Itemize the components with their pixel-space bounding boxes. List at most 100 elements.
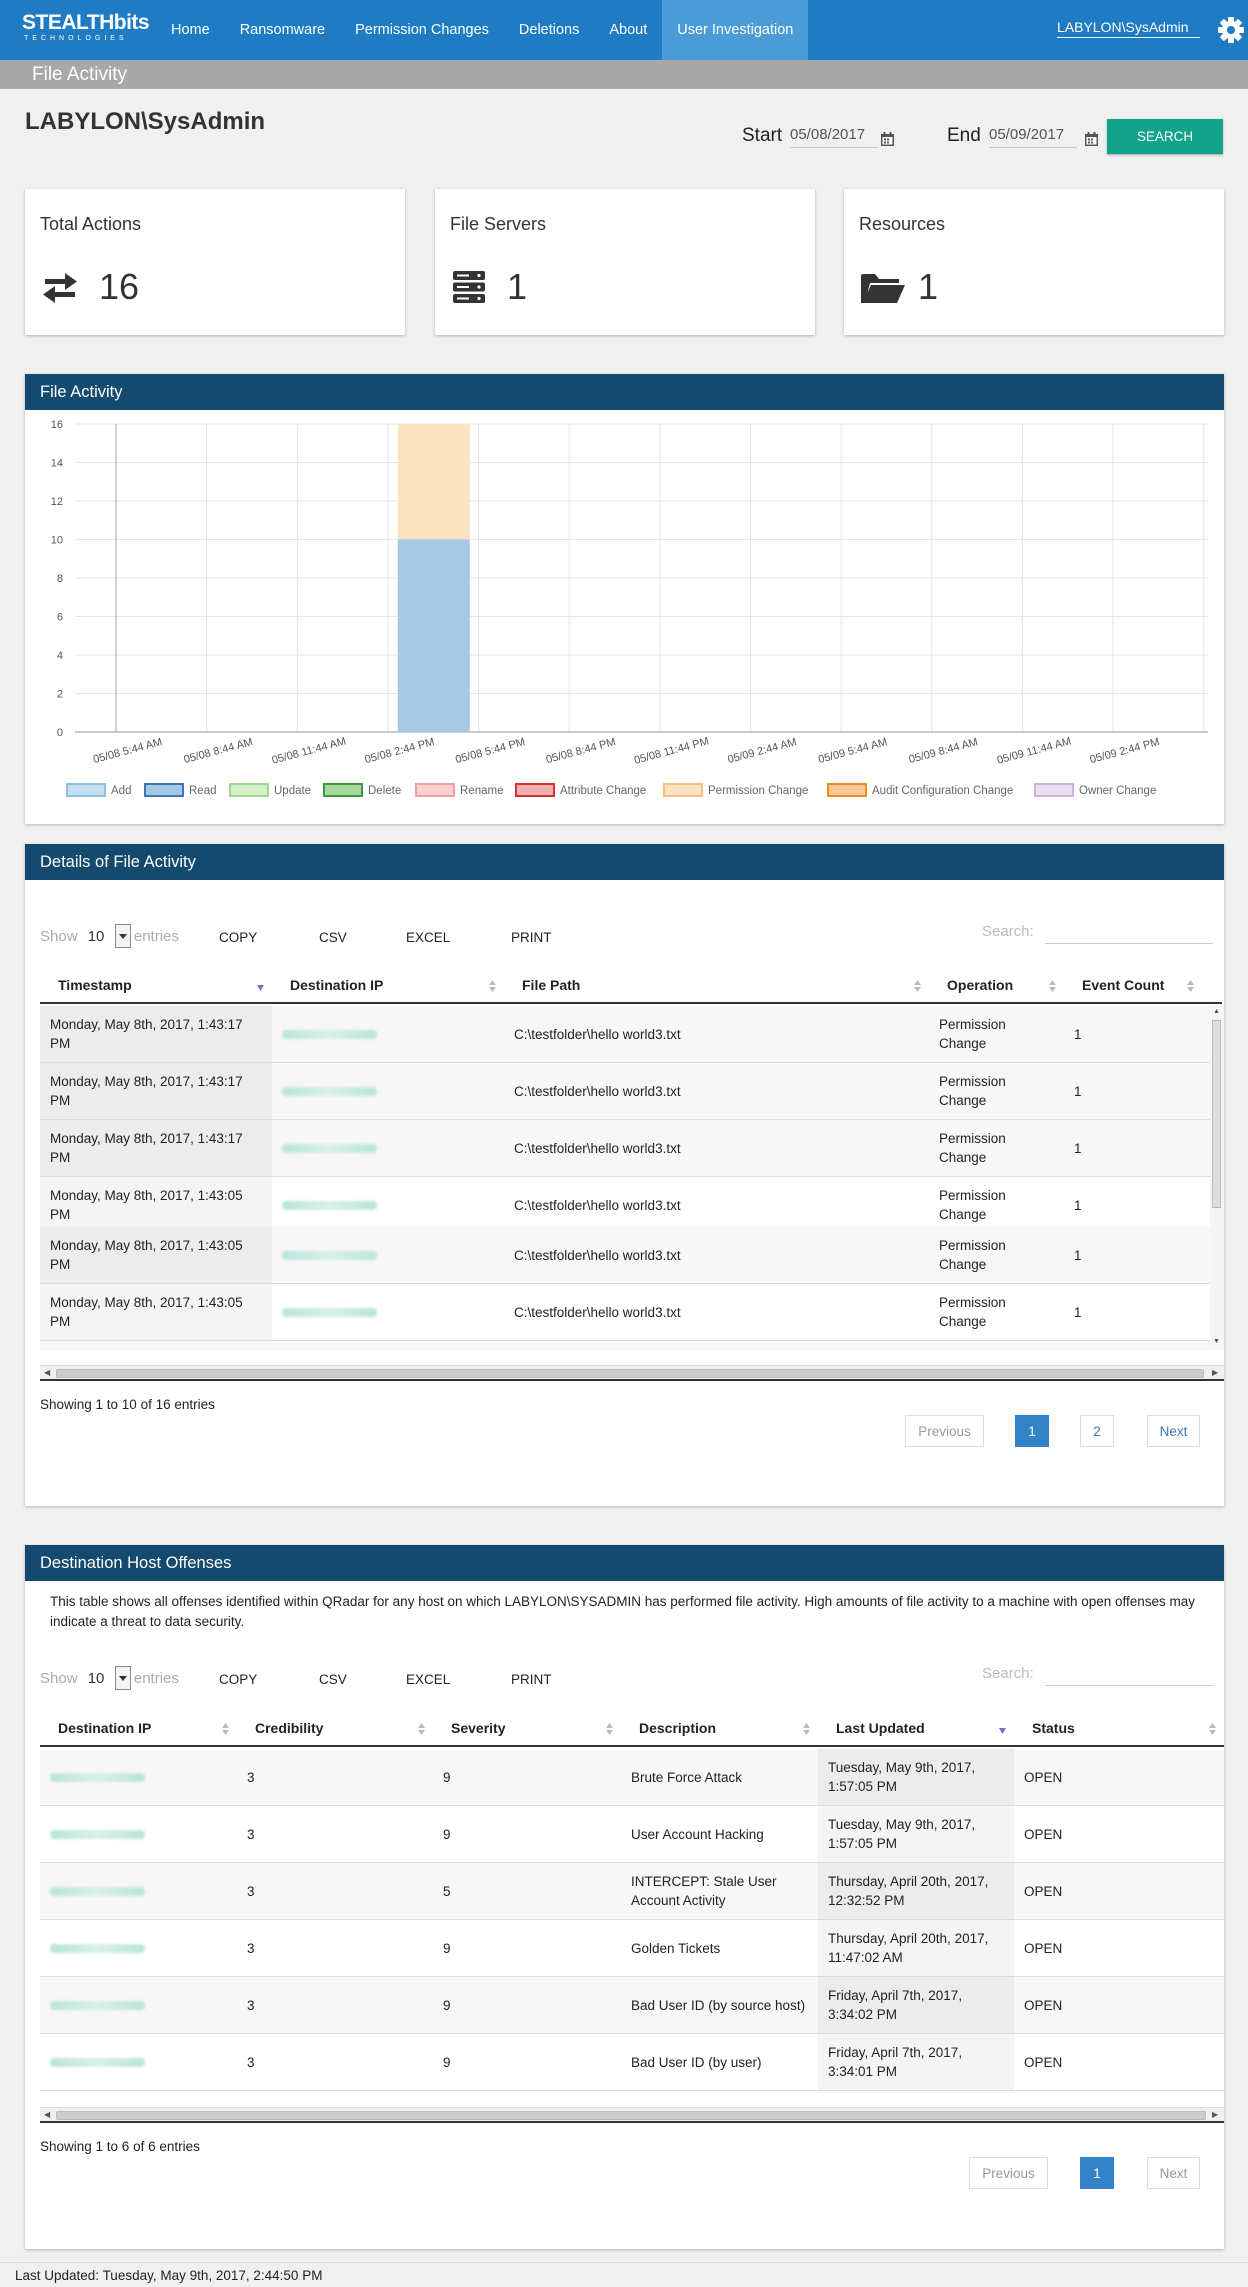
print-button[interactable]: PRINT <box>511 930 552 945</box>
col-operation[interactable]: Operation <box>929 968 1064 1002</box>
table-row[interactable]: 3 9 Bad User ID (by source host) Friday,… <box>40 1977 1224 2034</box>
sort-icon[interactable] <box>1049 980 1056 992</box>
current-user-link[interactable]: LABYLON\SysAdmin <box>1057 19 1200 38</box>
sort-icon[interactable] <box>803 1723 810 1735</box>
search-button[interactable]: SEARCH <box>1107 119 1223 154</box>
table-search-input[interactable] <box>1045 1664 1213 1686</box>
scroll-down-arrow[interactable]: ▼ <box>1213 1338 1220 1345</box>
table-search-input[interactable] <box>1045 922 1213 944</box>
nav-permission-changes[interactable]: Permission Changes <box>355 22 489 38</box>
csv-button[interactable]: CSV <box>319 930 347 945</box>
y-tick-label: 0 <box>57 727 63 739</box>
table-row[interactable]: Monday, May 8th, 2017, 1:43:17 PM C:\tes… <box>40 1006 1224 1063</box>
sort-desc-icon[interactable] <box>257 980 264 992</box>
scroll-left-arrow[interactable]: ◀ <box>44 1368 51 1377</box>
sort-desc-icon[interactable] <box>999 1723 1006 1735</box>
previous-page-button[interactable]: Previous <box>969 2157 1048 2189</box>
resources-label: Resources <box>859 214 946 234</box>
table-row[interactable]: 3 9 User Account Hacking Tuesday, May 9t… <box>40 1806 1224 1863</box>
nav-user-investigation[interactable]: User Investigation <box>662 0 809 60</box>
page-1-button[interactable]: 1 <box>1080 2157 1114 2189</box>
scroll-left-arrow[interactable]: ◀ <box>44 2110 51 2119</box>
status-cell: OPEN <box>1024 1997 1063 2013</box>
vertical-scrollbar[interactable]: ▲ ▼ <box>1210 1006 1224 1350</box>
calendar-icon[interactable] <box>881 132 894 146</box>
table-row[interactable]: 3 5 INTERCEPT: Stale User Account Activi… <box>40 1863 1224 1920</box>
next-page-button[interactable]: Next <box>1147 1415 1200 1447</box>
page-length-select[interactable]: 10 <box>82 1666 131 1690</box>
print-button[interactable]: PRINT <box>511 1672 552 1687</box>
page-1-button[interactable]: 1 <box>1015 1415 1049 1447</box>
details-panel-title: Details of File Activity <box>25 844 1224 880</box>
col-file-path[interactable]: File Path <box>504 968 929 1002</box>
scroll-right-arrow[interactable]: ▶ <box>1212 2110 1219 2119</box>
end-date-input[interactable]: 05/09/2017 <box>989 126 1077 148</box>
gear-icon[interactable] <box>1215 14 1247 46</box>
previous-page-button[interactable]: Previous <box>905 1415 984 1447</box>
dropdown-arrow-icon[interactable] <box>114 1666 131 1690</box>
sort-icon[interactable] <box>1209 1723 1216 1735</box>
nav-deletions[interactable]: Deletions <box>518 22 580 38</box>
csv-button[interactable]: CSV <box>319 1672 347 1687</box>
file-servers-value: 1 <box>507 266 528 307</box>
table-row[interactable]: 3 9 Brute Force Attack Tuesday, May 9th,… <box>40 1749 1224 1806</box>
col-status[interactable]: Status <box>1014 1711 1224 1745</box>
severity-cell: 9 <box>443 1940 451 1956</box>
horizontal-scrollbar[interactable]: ◀ ▶ <box>40 1365 1224 1379</box>
sort-icon[interactable] <box>418 1723 425 1735</box>
next-page-button[interactable]: Next <box>1147 2157 1200 2189</box>
legend-label: Read <box>189 785 217 797</box>
file-servers-card: File Servers 1 <box>435 189 815 335</box>
horizontal-scroll-thumb[interactable] <box>56 1369 1204 1378</box>
sort-icon[interactable] <box>1187 980 1194 992</box>
status-cell: OPEN <box>1024 1826 1063 1842</box>
col-description[interactable]: Description <box>621 1711 818 1745</box>
horizontal-scroll-thumb[interactable] <box>56 2111 1206 2120</box>
severity-cell: 9 <box>443 1826 451 1842</box>
nav-ransomware[interactable]: Ransomware <box>239 22 326 38</box>
copy-button[interactable]: COPY <box>219 930 258 945</box>
severity-cell: 9 <box>443 2054 451 2070</box>
table-row[interactable]: Monday, May 8th, 2017, 1:43:17 PM C:\tes… <box>40 1120 1224 1177</box>
calendar-icon[interactable] <box>1085 132 1098 146</box>
col-event-count[interactable]: Event Count <box>1064 968 1202 1002</box>
col-destination-ip[interactable]: Destination IP <box>40 1711 237 1745</box>
y-tick-label: 14 <box>51 458 63 470</box>
sort-icon[interactable] <box>489 980 496 992</box>
table-row[interactable]: Monday, May 8th, 2017, 1:43:05 PM C:\tes… <box>40 1284 1224 1341</box>
table-row[interactable]: Monday, May 8th, 2017, 1:43:17 PM C:\tes… <box>40 1063 1224 1120</box>
stealthbits-logo[interactable]: STEALTHbits TECHNOLOGIES <box>0 0 156 60</box>
dropdown-arrow-icon[interactable] <box>114 924 131 948</box>
nav-about[interactable]: About <box>609 22 648 38</box>
table-row[interactable]: 3 9 Bad User ID (by user) Friday, April … <box>40 2034 1224 2091</box>
excel-button[interactable]: EXCEL <box>406 1672 451 1687</box>
col-timestamp[interactable]: Timestamp <box>40 968 272 1002</box>
sort-icon[interactable] <box>914 980 921 992</box>
count-cell: 1 <box>1074 1247 1082 1263</box>
sort-icon[interactable] <box>606 1723 613 1735</box>
legend-swatch-rename <box>415 783 455 797</box>
copy-button[interactable]: COPY <box>219 1672 258 1687</box>
scroll-right-arrow[interactable]: ▶ <box>1212 1368 1219 1377</box>
table-row[interactable]: Monday, May 8th, 2017, 1:43:05 PM C:\tes… <box>40 1227 1224 1284</box>
nav-home[interactable]: Home <box>171 22 210 38</box>
ip-cell <box>40 1863 237 1919</box>
col-last-updated[interactable]: Last Updated <box>818 1711 1014 1745</box>
sort-icon[interactable] <box>222 1723 229 1735</box>
y-tick-label: 4 <box>57 650 63 662</box>
page-length-select[interactable]: 10 <box>82 924 131 948</box>
table-row[interactable]: 3 9 Golden Tickets Thursday, April 20th,… <box>40 1920 1224 1977</box>
col-credibility[interactable]: Credibility <box>237 1711 433 1745</box>
horizontal-scrollbar[interactable]: ◀ ▶ <box>40 2107 1224 2121</box>
status-cell: OPEN <box>1024 2054 1063 2070</box>
col-destination-ip[interactable]: Destination IP <box>272 968 504 1002</box>
table-row[interactable]: Monday, May 8th, 2017, 1:43:05 PM C:\tes… <box>40 1177 1224 1227</box>
scroll-up-arrow[interactable]: ▲ <box>1213 1008 1220 1015</box>
vertical-scroll-thumb[interactable] <box>1212 1020 1221 1208</box>
description-cell: Golden Tickets <box>631 1940 721 1956</box>
y-tick-label: 6 <box>57 612 63 624</box>
col-severity[interactable]: Severity <box>433 1711 621 1745</box>
page-2-button[interactable]: 2 <box>1080 1415 1114 1447</box>
excel-button[interactable]: EXCEL <box>406 930 451 945</box>
start-date-input[interactable]: 05/08/2017 <box>790 126 878 148</box>
